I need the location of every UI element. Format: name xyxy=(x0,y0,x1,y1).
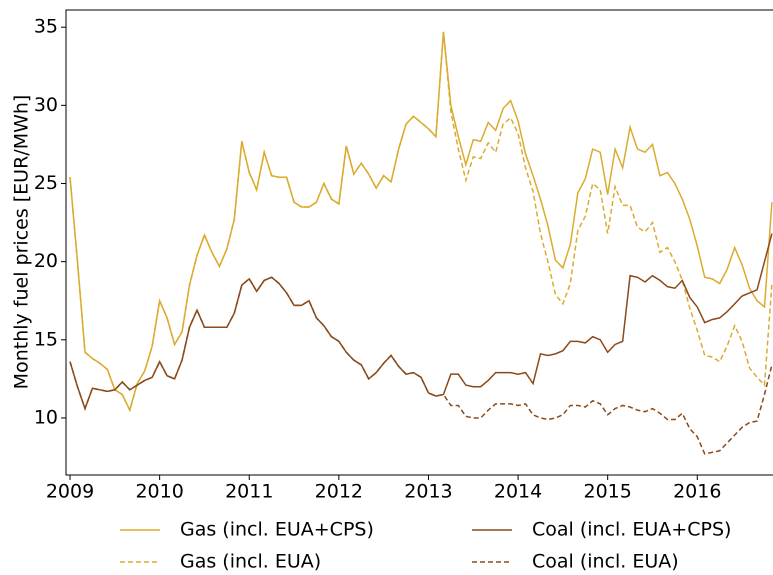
x-tick-label: 2009 xyxy=(46,481,94,503)
series-line xyxy=(69,31,773,413)
y-tick-label: 35 xyxy=(34,16,58,38)
legend-label: Coal (incl. EUA+CPS) xyxy=(532,519,731,541)
x-tick-label: 2010 xyxy=(135,481,183,503)
series-line xyxy=(69,31,773,413)
y-tick-label: 10 xyxy=(34,406,58,428)
x-tick-label: 2016 xyxy=(673,481,721,503)
legend-label: Coal (incl. EUA) xyxy=(532,551,679,573)
x-tick-label: 2014 xyxy=(494,481,542,503)
legend-label: Gas (incl. EUA+CPS) xyxy=(180,519,374,541)
x-tick-label: 2015 xyxy=(583,481,631,503)
x-tick-label: 2012 xyxy=(315,481,363,503)
y-tick-label: 30 xyxy=(34,94,58,116)
x-tick-label: 2011 xyxy=(225,481,273,503)
plot-frame xyxy=(65,9,773,476)
legend-label: Gas (incl. EUA) xyxy=(180,551,321,573)
series-line xyxy=(69,276,773,455)
y-tick-label: 20 xyxy=(34,250,58,272)
y-tick-label: 15 xyxy=(34,328,58,350)
x-tick-label: 2013 xyxy=(404,481,452,503)
y-tick-label: 25 xyxy=(34,172,58,194)
y-axis-label: Monthly fuel prices [EUR/MWh] xyxy=(11,95,33,390)
series-line xyxy=(69,233,773,411)
